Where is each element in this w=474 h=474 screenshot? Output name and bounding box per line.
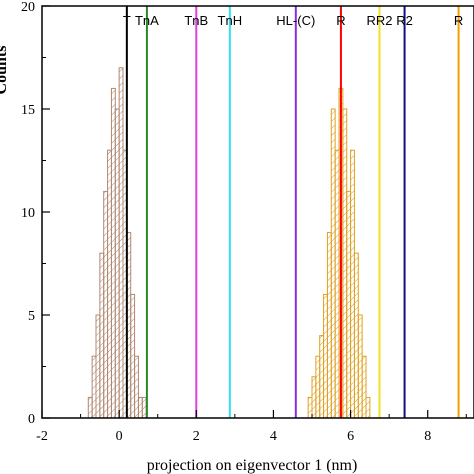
histogram-bar xyxy=(141,396,147,418)
histogram-bar xyxy=(319,335,325,418)
x-tick-label: 6 xyxy=(347,429,354,444)
reference-line-label: RR2 xyxy=(366,13,392,28)
reference-line-label: R2 xyxy=(396,13,413,28)
reference-line-label: TnH xyxy=(218,13,243,28)
histogram-bar xyxy=(361,355,367,418)
reference-line-labels: T TnA TnB TnH HL-(C) R RR2 R2 R xyxy=(123,13,463,28)
histogram-bar xyxy=(346,190,352,418)
y-tick-label: 5 xyxy=(28,309,35,324)
histogram-bar xyxy=(118,67,124,418)
histogram-bar xyxy=(330,108,336,418)
histogram-bar xyxy=(323,293,328,418)
histogram-bar xyxy=(87,396,93,418)
histogram-bar xyxy=(342,108,348,418)
histogram-bar xyxy=(91,355,97,418)
x-axis-title: projection on eigenvector 1 (nm) xyxy=(147,457,358,474)
histogram-bar xyxy=(311,376,317,418)
histogram-bar xyxy=(334,149,340,418)
reference-line-label: HL-(C) xyxy=(276,13,315,28)
histogram-bar xyxy=(350,149,355,418)
x-tick-label: 4 xyxy=(270,429,277,444)
histogram-bar xyxy=(95,314,101,418)
y-tick-label: 15 xyxy=(21,103,35,118)
histogram-bar xyxy=(103,190,109,418)
histogram-bar xyxy=(326,232,332,418)
reference-line-label: TnA xyxy=(135,13,159,28)
x-tick-label: -2 xyxy=(36,429,48,444)
x-tick-label: 2 xyxy=(193,429,200,444)
histogram-bar xyxy=(110,87,116,418)
histogram-bar xyxy=(307,396,313,418)
y-tick-label: 0 xyxy=(28,412,35,427)
y-tick-label: 10 xyxy=(21,206,35,221)
histogram-bars xyxy=(87,67,371,418)
histogram-bar xyxy=(365,396,371,418)
histogram-bar xyxy=(137,396,143,418)
histogram-bar xyxy=(357,314,363,418)
reference-line-label: R xyxy=(336,13,345,28)
histogram-bar xyxy=(99,252,105,418)
axes xyxy=(41,5,474,419)
reference-line-label: TnB xyxy=(184,13,208,28)
histogram-bar xyxy=(114,108,120,418)
histogram-bar xyxy=(130,293,136,418)
reference-line-label: R xyxy=(454,13,463,28)
y-tick-label: 20 xyxy=(21,0,35,15)
y-axis-title: Counts xyxy=(0,46,10,95)
histogram-bar xyxy=(315,355,321,418)
histogram-bar xyxy=(107,149,112,418)
histogram-bar xyxy=(134,355,139,418)
reference-lines xyxy=(125,6,460,418)
reference-line-label: T xyxy=(123,13,131,28)
x-tick-label: 8 xyxy=(424,429,431,444)
histogram-bar xyxy=(353,252,359,418)
x-tick-label: 0 xyxy=(116,429,123,444)
